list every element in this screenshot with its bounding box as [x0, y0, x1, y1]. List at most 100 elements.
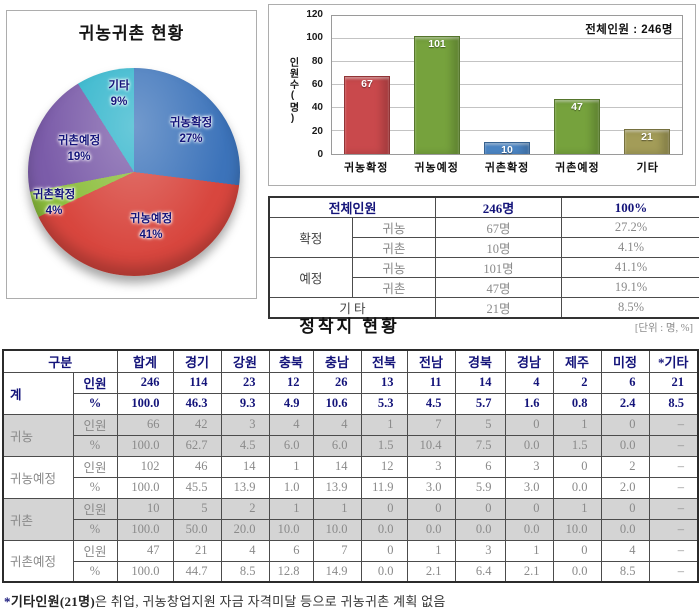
settlement-value-cell: – [648, 518, 699, 541]
settlement-value-cell: 1 [268, 455, 314, 478]
settlement-value-cell: 3 [220, 413, 270, 436]
summary-row: 확정 귀농 67명 27.2% [268, 217, 699, 258]
settlement-sub-label: % [72, 392, 118, 415]
settlement-sub-label: 인원 [72, 371, 118, 394]
settlement-value-cell: 8.5 [220, 560, 270, 583]
settlement-value-cell: 0.0 [360, 518, 408, 541]
settlement-column-header: 경남 [504, 349, 554, 373]
settlement-column-header: 전남 [406, 349, 456, 373]
settlement-value-cell: 6 [600, 371, 650, 394]
summary-group-label: 예정 [268, 257, 353, 298]
summary-other-label: 기 타 [268, 297, 436, 319]
settlement-value-cell: 0.0 [504, 434, 554, 457]
summary-group-label: 확정 [268, 217, 353, 258]
settlement-value-cell: 0.8 [552, 392, 602, 415]
settlement-column-header: *기타 [648, 349, 699, 373]
settlement-header-row: 구분 합계 경기 강원 충북 충남 전북 전남 경북 경남 제주 미정 *기타 [2, 349, 699, 373]
pie-chart-panel: 귀농귀촌 현황 귀농확정 27% 귀농예정 41% 귀촌확정 4% 귀촌예정 19% 기타 9% [6, 10, 257, 299]
bar-category-label: 기타 [636, 162, 659, 174]
bar-slot: 101 [414, 36, 460, 154]
settlement-sub-label: % [72, 476, 118, 499]
settlement-value-cell: 3 [406, 455, 456, 478]
settlement-value-cell: 23 [220, 371, 270, 394]
settlement-value-cell: – [648, 560, 699, 583]
footnote-text: 은 취업, 귀농창업지원 자금 자격미달 등으로 귀농귀촌 계획 없음 [94, 594, 446, 609]
settlement-value-cell: 8.5 [600, 560, 650, 583]
bar-chart-plot-area: 67 101 10 47 21 [331, 15, 683, 156]
settlement-value-cell: 0 [406, 497, 456, 520]
settlement-column-header: 제주 [552, 349, 602, 373]
settlement-value-cell: – [648, 539, 699, 562]
settlement-value-cell: 100.0 [116, 560, 174, 583]
summary-percent-cell: 4.1% [561, 237, 699, 258]
settlement-value-cell: 42 [172, 413, 222, 436]
settlement-value-cell: 100.0 [116, 476, 174, 499]
summary-header-percent: 100% [561, 196, 699, 218]
settlement-value-cell: 0 [504, 413, 554, 436]
settlement-value-cell: 2 [552, 371, 602, 394]
settlement-value-cell: 3.0 [406, 476, 456, 499]
settlement-table: 구분 합계 경기 강원 충북 충남 전북 전남 경북 경남 제주 미정 *기타 계 인원 246 114 23 1… [2, 349, 699, 583]
settlement-value-cell: 0.0 [504, 518, 554, 541]
settlement-value-cell: 12 [268, 371, 314, 394]
summary-header-label: 전체인원 [268, 196, 436, 218]
settlement-value-cell: 0.0 [454, 518, 506, 541]
settlement-value-cell: 8.5 [648, 392, 699, 415]
settlement-value-cell: 5.3 [360, 392, 408, 415]
bar-slot: 21 [624, 129, 670, 154]
settlement-value-cell: 0 [552, 539, 602, 562]
summary-sub-label: 귀촌 [351, 277, 437, 298]
settlement-value-cell: 1 [268, 497, 314, 520]
settlement-column-header: 미정 [600, 349, 650, 373]
bar-category-label: 귀농예정 [414, 162, 459, 174]
settlement-sub-label: 인원 [72, 455, 118, 478]
y-tick-label: 20 [311, 125, 323, 137]
settlement-value-cell: 20.0 [220, 518, 270, 541]
settlement-row-label: 귀촌 [2, 497, 74, 541]
settlement-value-cell: 13 [360, 371, 408, 394]
settlement-value-cell: 4 [600, 539, 650, 562]
settlement-value-cell: 14.9 [312, 560, 362, 583]
settlement-row: % 100.0 50.0 20.0 10.0 10.0 0.0 0.0 0.0 0.0 10.0 0.… [3, 518, 699, 541]
settlement-value-cell: 2 [600, 455, 650, 478]
settlement-value-cell: 5.7 [454, 392, 506, 415]
settlement-value-cell: 10.4 [406, 434, 456, 457]
settlement-value-cell: 11 [406, 371, 456, 394]
settlement-table-title: 정착지 현황 [299, 317, 400, 336]
settlement-value-cell: 100.0 [116, 434, 174, 457]
settlement-row-label: 귀농예정 [2, 455, 74, 499]
settlement-value-cell: 50.0 [172, 518, 222, 541]
settlement-value-cell: 4.5 [220, 434, 270, 457]
settlement-value-cell: 0 [600, 497, 650, 520]
settlement-value-cell: 12.8 [268, 560, 314, 583]
settlement-value-cell: 21 [648, 371, 699, 394]
settlement-value-cell: 2.1 [504, 560, 554, 583]
summary-count-cell: 67명 [435, 217, 562, 238]
settlement-value-cell: 1 [552, 413, 602, 436]
settlement-value-cell: 0.0 [552, 476, 602, 499]
settlement-value-cell: 45.5 [172, 476, 222, 499]
settlement-value-cell: 3 [454, 539, 506, 562]
bar-value-label: 67 [361, 78, 373, 90]
settlement-value-cell: 5 [172, 497, 222, 520]
settlement-value-cell: 46.3 [172, 392, 222, 415]
settlement-value-cell: 4 [504, 371, 554, 394]
settlement-sub-label: 인원 [72, 413, 118, 436]
settlement-value-cell: 6 [268, 539, 314, 562]
settlement-value-cell: 0.0 [360, 560, 408, 583]
summary-header-row: 전체인원 246명 100% [268, 196, 699, 218]
settlement-value-cell: 0 [360, 497, 408, 520]
settlement-row: 귀촌예정 인원 47 21 4 6 7 0 1 3 1 0 4– [2, 539, 699, 583]
settlement-value-cell: 5.9 [454, 476, 506, 499]
bar-slot: 47 [554, 99, 600, 154]
settlement-row-label: 계 [2, 371, 74, 415]
settlement-value-cell: 0.0 [600, 434, 650, 457]
settlement-column-header: 충남 [312, 349, 362, 373]
settlement-value-cell: 2.4 [600, 392, 650, 415]
settlement-value-cell: – [648, 455, 699, 478]
settlement-value-cell: 102 [116, 455, 174, 478]
settlement-value-cell: 9.3 [220, 392, 270, 415]
pie-slice-name: 귀농확정 [169, 116, 213, 129]
settlement-row: % 100.0 45.5 13.9 1.0 13.9 11.9 3.0 5.9 3.0 0.0 2.0… [3, 476, 699, 499]
summary-count-cell: 101명 [435, 257, 562, 278]
